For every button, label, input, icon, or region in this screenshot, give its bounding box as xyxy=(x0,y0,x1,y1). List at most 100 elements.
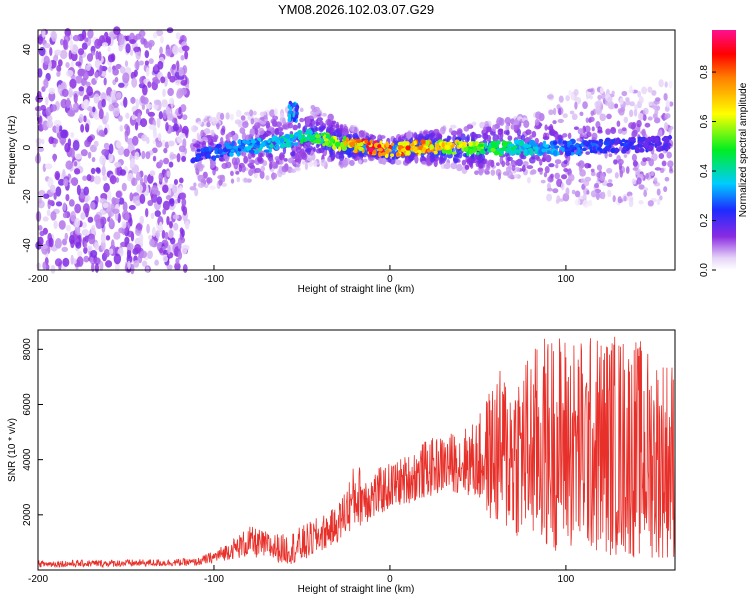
trace-halo-blob xyxy=(548,163,555,168)
noise-blob xyxy=(166,215,170,226)
trace-halo-blob xyxy=(197,174,205,182)
noise-blob xyxy=(132,135,139,146)
noise-blob xyxy=(55,186,62,197)
trace-core-blob xyxy=(208,145,212,152)
trace-core-blob xyxy=(229,151,234,157)
trace-halo-blob xyxy=(338,160,343,166)
noise-blob xyxy=(66,97,71,109)
noise-blob xyxy=(179,177,184,184)
noise-blob xyxy=(61,88,69,98)
trace-halo-blob xyxy=(595,191,600,200)
trace-halo-blob xyxy=(636,177,642,185)
noise-blob xyxy=(147,250,153,260)
trace-halo-blob xyxy=(529,156,536,164)
noise-blob xyxy=(169,153,178,160)
trace-core-blob xyxy=(463,146,469,152)
noise-blob xyxy=(63,178,69,187)
noise-blob xyxy=(105,235,111,241)
trace-core-blob xyxy=(569,144,574,150)
trace-core-blob xyxy=(429,144,435,150)
noise-blob xyxy=(68,199,75,207)
noise-blob xyxy=(181,155,187,163)
noise-blob xyxy=(75,75,83,84)
noise-blob xyxy=(75,61,82,67)
noise-blob xyxy=(108,143,114,155)
noise-blob xyxy=(110,89,118,101)
trace-halo-blob xyxy=(287,157,295,164)
noise-blob xyxy=(53,119,62,127)
trace-core-blob xyxy=(397,141,404,147)
noise-blob xyxy=(147,199,154,207)
trace-halo-blob xyxy=(574,190,581,198)
noise-blob xyxy=(141,104,146,110)
noise-blob xyxy=(150,193,158,204)
snr-frame xyxy=(37,329,676,571)
trace-halo-blob xyxy=(514,160,519,166)
trace-halo-blob xyxy=(340,149,344,156)
noise-blob xyxy=(121,220,127,229)
trace-core-blob xyxy=(446,148,453,155)
noise-blob xyxy=(129,192,134,202)
trace-core-blob xyxy=(378,151,382,158)
trace-core-blob xyxy=(405,145,411,151)
trace-halo-blob xyxy=(269,161,273,170)
colorbar-label: Normalized spectral amplitude xyxy=(738,82,749,217)
noise-blob xyxy=(155,230,160,239)
noise-blob xyxy=(181,45,190,52)
trace-core-blob xyxy=(604,150,608,154)
trace-halo-blob xyxy=(546,182,552,190)
noise-blob xyxy=(160,35,164,44)
noise-blob xyxy=(86,245,93,252)
noise-blob xyxy=(100,208,105,215)
trace-halo-blob xyxy=(299,107,304,113)
noise-blob xyxy=(80,212,86,220)
noise-blob xyxy=(139,215,144,225)
trace-halo-blob xyxy=(576,137,583,142)
noise-blob xyxy=(131,77,138,88)
trace-halo-blob xyxy=(585,151,591,155)
trace-core-blob xyxy=(433,150,438,155)
trace-core-blob xyxy=(311,136,316,142)
trace-core-blob xyxy=(402,140,407,146)
trace-core-blob xyxy=(451,151,457,155)
noise-blob xyxy=(82,175,88,181)
trace-halo-blob xyxy=(596,99,603,108)
secondary-feature-blob xyxy=(287,117,292,123)
trace-core-blob xyxy=(554,145,560,149)
snr-x-tick-label: -100 xyxy=(204,574,224,585)
noise-blob xyxy=(83,186,90,196)
trace-core-blob xyxy=(514,139,520,144)
noise-blob xyxy=(54,170,61,180)
trace-halo-blob xyxy=(582,193,587,201)
noise-blob xyxy=(64,232,69,241)
noise-blob xyxy=(177,239,182,250)
noise-blob xyxy=(70,211,77,222)
trace-halo-blob xyxy=(196,132,200,141)
noise-blob xyxy=(52,153,57,163)
noise-blob xyxy=(133,260,140,268)
trace-halo-blob xyxy=(531,130,537,138)
noise-blob xyxy=(57,178,65,186)
noise-blob xyxy=(61,238,67,246)
trace-core-blob xyxy=(425,140,430,147)
trace-core-blob xyxy=(213,147,219,151)
trace-core-blob xyxy=(356,138,362,144)
trace-halo-blob xyxy=(569,110,575,115)
noise-blob xyxy=(86,53,94,62)
noise-blob xyxy=(148,234,153,241)
noise-blob xyxy=(161,100,168,108)
noise-blob xyxy=(94,242,99,251)
trace-core-blob xyxy=(390,142,395,146)
trace-core-blob xyxy=(541,148,546,153)
snr-y-tick-label: 4000 xyxy=(22,448,33,471)
trace-halo-blob xyxy=(504,117,511,125)
trace-core-blob xyxy=(546,150,551,155)
trace-halo-blob xyxy=(206,134,213,139)
noise-blob xyxy=(180,55,185,61)
trace-halo-blob xyxy=(233,161,239,170)
trace-halo-blob xyxy=(490,169,496,176)
noise-blob xyxy=(115,177,120,183)
noise-blob xyxy=(68,86,73,98)
trace-halo-blob xyxy=(656,188,661,196)
